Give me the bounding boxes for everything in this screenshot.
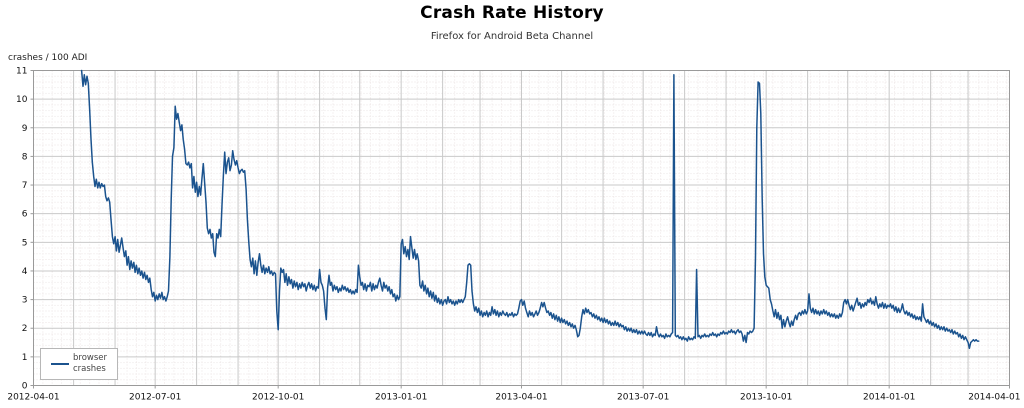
svg-text:2: 2 [22, 324, 28, 334]
svg-text:0: 0 [22, 382, 28, 392]
svg-text:2012-04-01: 2012-04-01 [7, 393, 59, 403]
svg-text:5: 5 [22, 238, 28, 248]
svg-text:11: 11 [16, 67, 27, 77]
svg-text:10: 10 [16, 95, 28, 105]
svg-text:9: 9 [22, 124, 28, 134]
svg-text:2014-04-01: 2014-04-01 [968, 393, 1020, 403]
legend-line-swatch [50, 363, 69, 365]
chart-title: Crash Rate History [420, 3, 604, 23]
legend-label: browser crashes [72, 352, 107, 374]
svg-text:4: 4 [22, 267, 28, 277]
chart-subtitle: Firefox for Android Beta Channel [430, 31, 594, 42]
y-axis-unit-label: crashes / 100 ADI [8, 53, 88, 63]
svg-text:2012-10-01: 2012-10-01 [252, 393, 304, 403]
legend: browser crashes [40, 348, 118, 380]
svg-text:2013-10-01: 2013-10-01 [740, 393, 792, 403]
svg-text:1: 1 [22, 353, 28, 363]
svg-text:2012-07-01: 2012-07-01 [129, 393, 181, 403]
svg-text:6: 6 [22, 210, 28, 220]
svg-text:7: 7 [22, 181, 28, 191]
svg-text:2013-07-01: 2013-07-01 [617, 393, 669, 403]
svg-text:2014-01-01: 2014-01-01 [863, 393, 915, 403]
svg-text:3: 3 [22, 296, 28, 306]
svg-text:8: 8 [22, 152, 28, 162]
svg-text:2013-01-01: 2013-01-01 [375, 393, 427, 403]
svg-text:2013-04-01: 2013-04-01 [495, 393, 547, 403]
